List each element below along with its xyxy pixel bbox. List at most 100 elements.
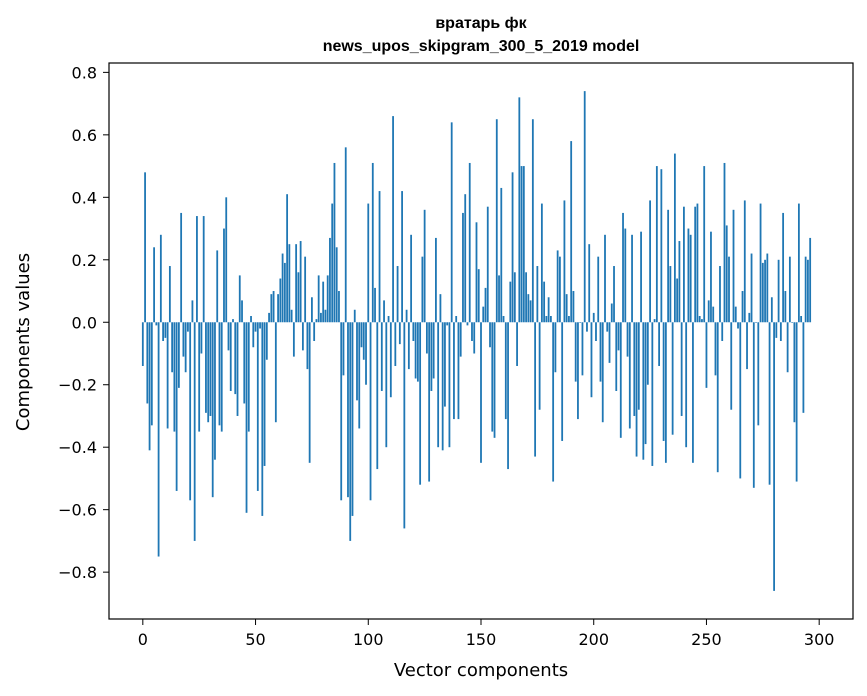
- bar: [619, 322, 622, 438]
- bar: [234, 322, 237, 395]
- bar: [371, 162, 374, 323]
- bar: [493, 322, 496, 438]
- bar: [338, 291, 340, 323]
- bar: [329, 237, 331, 323]
- bar: [324, 309, 327, 323]
- bar: [378, 191, 381, 323]
- bar: [770, 297, 773, 323]
- bar: [421, 256, 424, 323]
- bar: [680, 322, 683, 416]
- bar: [177, 322, 180, 388]
- bar: [572, 291, 575, 323]
- bar: [592, 312, 595, 323]
- chart-title-line2: news_upos_skipgram_300_5_2019 model: [323, 38, 640, 55]
- y-tick-label: 0.4: [72, 188, 97, 207]
- bar: [712, 306, 715, 323]
- bar: [342, 322, 345, 376]
- bar: [191, 300, 194, 323]
- bar: [498, 275, 500, 323]
- bar: [159, 234, 162, 323]
- bar: [509, 281, 512, 323]
- bar: [655, 166, 658, 323]
- bar: [511, 172, 514, 323]
- bar: [301, 322, 304, 351]
- bar: [344, 147, 347, 323]
- bar: [166, 322, 169, 429]
- bar: [597, 256, 600, 323]
- bar: [392, 116, 394, 323]
- bar: [193, 322, 196, 541]
- bar: [545, 316, 548, 323]
- bar: [225, 197, 228, 323]
- bar: [189, 322, 192, 501]
- bar: [583, 91, 586, 323]
- bar: [439, 294, 442, 323]
- bar: [741, 291, 744, 323]
- bar: [308, 322, 311, 463]
- bar: [777, 259, 780, 323]
- bar: [405, 309, 408, 323]
- bar: [200, 322, 203, 354]
- bar: [333, 162, 336, 323]
- bar: [527, 294, 530, 323]
- bar: [250, 316, 252, 323]
- bar: [414, 322, 417, 379]
- bar: [484, 287, 487, 323]
- bar: [211, 322, 214, 498]
- bar: [394, 322, 397, 366]
- bar: [335, 247, 338, 323]
- bar: [529, 300, 532, 323]
- bar: [241, 300, 243, 323]
- bar: [164, 322, 167, 338]
- bar: [764, 259, 766, 323]
- bar: [531, 119, 534, 323]
- bar: [311, 297, 313, 323]
- bar: [270, 294, 273, 323]
- bar: [480, 322, 482, 463]
- bar: [401, 191, 403, 323]
- bar: [441, 322, 444, 451]
- x-tick-label: 300: [804, 630, 835, 649]
- bar: [725, 225, 728, 323]
- bar: [347, 322, 349, 498]
- bar: [432, 322, 435, 379]
- bar: [218, 322, 221, 426]
- bar: [563, 200, 566, 323]
- bar: [696, 203, 699, 323]
- x-tick-label: 150: [466, 630, 497, 649]
- bar: [455, 316, 458, 323]
- bar: [396, 266, 399, 323]
- bar: [387, 316, 390, 323]
- bar: [150, 322, 153, 426]
- bar: [723, 162, 726, 323]
- bar: [613, 266, 615, 323]
- bar: [428, 322, 431, 482]
- bar: [518, 97, 521, 323]
- bar: [279, 278, 282, 323]
- bar: [297, 272, 300, 323]
- bar: [407, 322, 410, 370]
- bar: [698, 316, 701, 323]
- bar: [543, 281, 546, 323]
- bar: [779, 322, 782, 341]
- bar: [701, 319, 703, 323]
- bar: [450, 122, 453, 323]
- bar: [610, 303, 613, 323]
- plot-frame: [108, 62, 854, 620]
- bar: [782, 212, 785, 323]
- bar: [459, 322, 462, 357]
- bar: [577, 322, 579, 420]
- bar: [274, 322, 277, 423]
- bar: [653, 319, 656, 323]
- bar: [277, 294, 279, 323]
- bar: [453, 322, 455, 420]
- bar: [784, 291, 787, 323]
- bar: [586, 322, 588, 332]
- bar: [353, 309, 356, 323]
- bar: [171, 322, 174, 373]
- bar: [737, 322, 739, 329]
- bar: [689, 234, 692, 323]
- y-axis-ticks: −0.8 −0.6 −0.4 −0.2 0.0 0.2 0.4 0.6 0.8: [58, 63, 109, 582]
- bar: [568, 316, 570, 323]
